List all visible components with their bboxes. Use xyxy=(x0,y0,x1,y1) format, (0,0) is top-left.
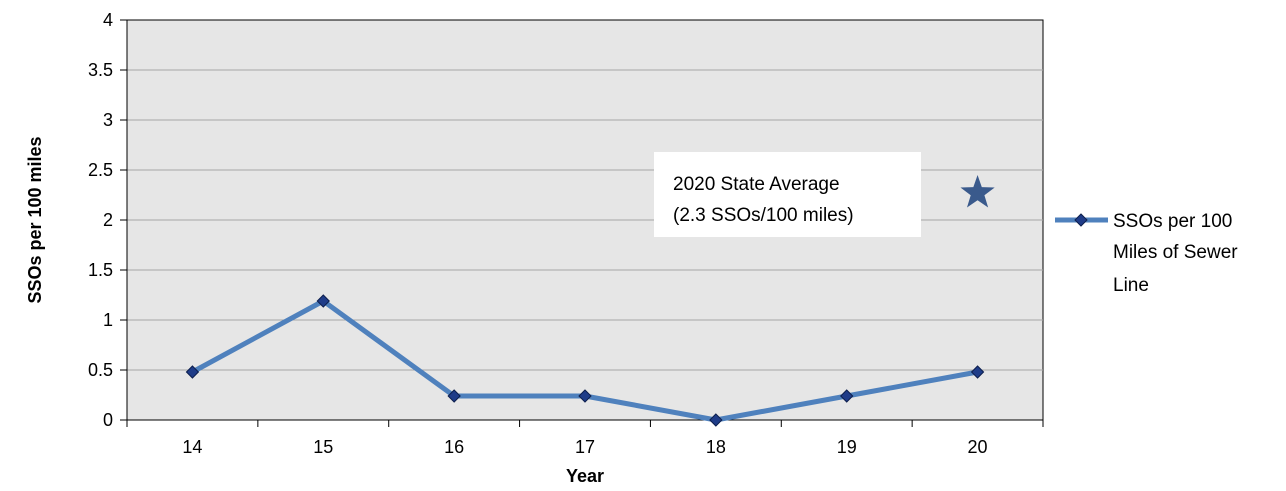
data-point-marker xyxy=(709,413,723,427)
axes xyxy=(120,19,1044,427)
x-tick-label: 18 xyxy=(706,437,726,457)
y-tick-label: 0.5 xyxy=(88,360,113,380)
y-tick-label: 4 xyxy=(103,10,113,30)
legend-label-line-1: SSOs per 100 xyxy=(1113,211,1232,232)
y-tick-label: 3 xyxy=(103,110,113,130)
x-tick-label: 16 xyxy=(444,437,464,457)
y-tick-label: 2.5 xyxy=(88,160,113,180)
star-icon xyxy=(960,175,995,208)
legend-label-line-2: Miles of Sewer xyxy=(1113,242,1238,263)
data-point-marker xyxy=(970,365,985,379)
legend-label-line-3: Line xyxy=(1113,275,1149,296)
x-tick-label: 15 xyxy=(313,437,333,457)
x-tick-label: 14 xyxy=(182,437,202,457)
series-line xyxy=(185,294,985,427)
x-tick-labels: 14 15 16 17 18 19 20 xyxy=(182,437,987,457)
data-point-marker xyxy=(316,294,330,308)
annotation-box xyxy=(654,152,921,237)
y-tick-labels: 0 0.5 1 1.5 2 2.5 3 3.5 4 xyxy=(88,10,113,430)
state-average-annotation: 2020 State Average (2.3 SSOs/100 miles) xyxy=(654,152,921,237)
annotation-line-2: (2.3 SSOs/100 miles) xyxy=(673,205,854,226)
data-point-marker xyxy=(185,365,200,379)
y-tick-label: 1.5 xyxy=(88,260,113,280)
annotation-line-1: 2020 State Average xyxy=(673,174,840,195)
legend-diamond-marker xyxy=(1074,213,1088,227)
y-tick-label: 1 xyxy=(103,310,113,330)
x-axis-title: Year xyxy=(566,466,604,486)
y-axis-title: SSOs per 100 miles xyxy=(25,136,45,303)
x-tick-label: 17 xyxy=(575,437,595,457)
y-tick-label: 2 xyxy=(103,210,113,230)
data-point-marker xyxy=(447,389,461,403)
x-tick-label: 20 xyxy=(968,437,988,457)
star-shape xyxy=(960,175,995,208)
x-tick-label: 19 xyxy=(837,437,857,457)
gridlines xyxy=(127,69,1043,371)
legend: SSOs per 100 Miles of Sewer Line xyxy=(1055,211,1238,296)
data-point-marker xyxy=(840,389,854,403)
data-point-marker xyxy=(578,389,592,403)
y-tick-label: 0 xyxy=(103,410,113,430)
y-tick-label: 3.5 xyxy=(88,60,113,80)
